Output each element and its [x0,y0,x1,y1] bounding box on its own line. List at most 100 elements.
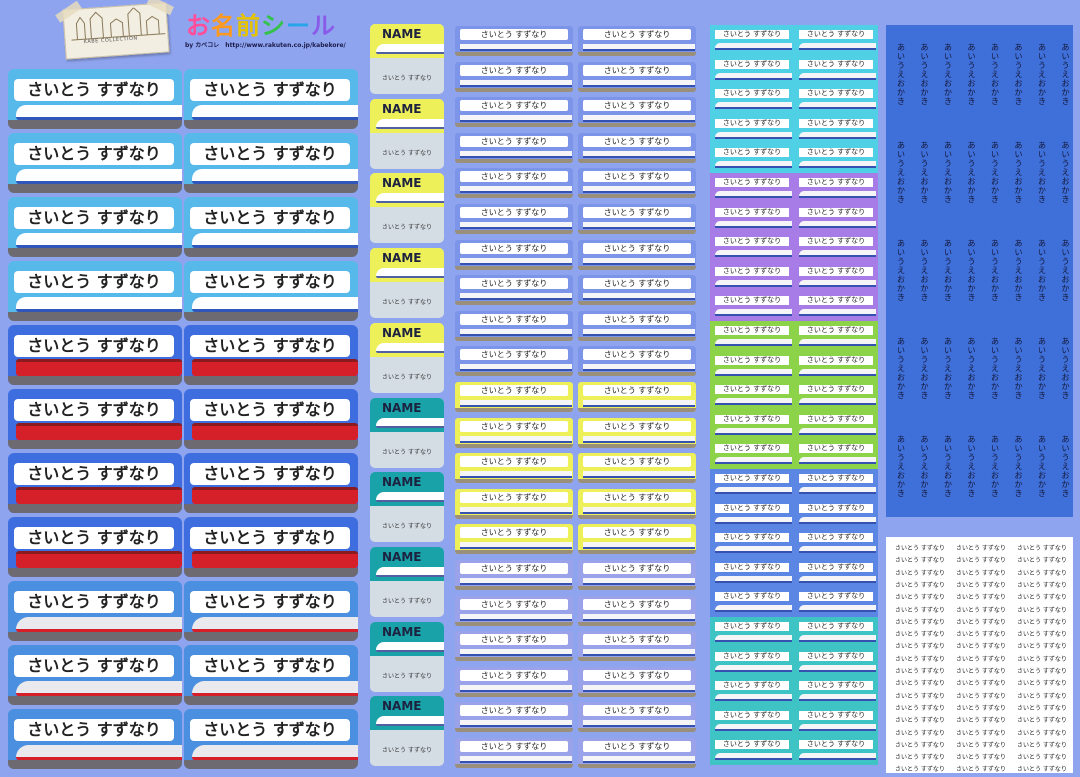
vertical-char: あ [1061,337,1070,346]
name-tag: NAME さいとう すずなり [370,696,444,767]
name-text: さいとう すずなり [715,207,789,217]
train-graphic [16,617,182,632]
small-label: さいとう すずなり [578,132,696,163]
tiny-name: さいとう すずなり [956,569,1006,577]
name-text: さいとう すずなり [715,681,789,691]
vertical-char: う [944,453,952,462]
vertical-char: き [920,391,929,400]
train-graphic [583,364,695,372]
vertical-char: お [991,79,999,88]
train-graphic [583,506,695,514]
name-text: さいとう すずなり [715,474,789,483]
name-text: さいとう すずなり [583,278,691,290]
train-graphic [460,756,572,763]
ground-strip [8,312,182,321]
mini-train-label: さいとう すずなり [712,264,792,290]
mini-train-label: さいとう すずなり [712,501,792,527]
train-graphic [715,72,792,80]
vertical-char: き [897,97,905,106]
small-label: さいとう すずなり [578,417,696,448]
vertical-char: い [1061,52,1070,61]
name-text: さいとう すずなり [799,326,873,335]
tiny-name: さいとう すずなり [895,594,945,602]
vertical-char: あ [944,141,952,150]
vertical-name: あいうえおかき [1014,435,1024,498]
name-text: さいとう すずなり [190,591,350,613]
name-text: さいとう すずなり [799,59,873,69]
train-graphic [715,546,792,554]
ground-strip [455,301,573,306]
vertical-char: き [1061,97,1070,106]
mini-train-label: さいとう すずなり [712,86,792,112]
train-graphic [583,649,695,657]
train-graphic [799,427,876,435]
vertical-char: い [1038,248,1046,257]
vertical-char: お [1061,373,1070,382]
name-text: さいとう すずなり [799,444,873,454]
tag-name: さいとう すずなり [382,299,432,307]
vertical-name: あいうえおかき [943,141,953,204]
train-graphic [715,220,792,228]
vertical-char: あ [897,141,905,150]
name-text: さいとう すずなり [460,29,568,40]
ground-strip [455,621,573,626]
vertical-char: お [897,275,905,284]
train-graphic [799,161,876,169]
small-label: さいとう すずなり [455,310,573,341]
vertical-char: う [1038,159,1046,168]
name-tag: NAME さいとう すずなり [370,546,444,617]
vertical-char: か [944,382,952,391]
tag-title: NAME [382,624,422,639]
vertical-char: あ [967,43,976,52]
vertical-char: う [897,355,905,364]
small-label: さいとう すずなり [578,524,696,555]
vertical-char: う [1061,61,1070,70]
vertical-char: あ [991,239,999,248]
vertical-char: あ [1038,141,1046,150]
vertical-char: か [944,480,952,489]
vertical-char: お [944,275,952,284]
name-text: さいとう すずなり [799,681,873,691]
vertical-char: え [944,462,952,471]
vertical-char: あ [1061,239,1070,248]
vertical-char: き [1014,293,1023,302]
train-graphic [583,293,695,301]
vertical-char: い [967,150,976,159]
train-graphic [192,297,358,312]
vertical-char: か [1061,480,1070,489]
vertical-char: い [944,248,952,257]
vertical-char: い [967,248,976,257]
tag-title: NAME [382,176,422,191]
ground-strip [578,301,696,306]
vertical-char: え [1038,266,1046,275]
vertical-char: き [1038,293,1046,302]
train-graphic [715,723,792,731]
vertical-char: う [967,61,976,70]
small-label: さいとう すずなり [578,168,696,199]
train-graphic [16,423,182,440]
tiny-name: さいとう すずなり [956,631,1006,639]
vertical-name: あいうえおかき [967,43,977,106]
train-graphic [799,487,876,494]
vertical-char: え [920,168,929,177]
vertical-char: え [897,462,905,471]
ground-strip [455,194,573,199]
vertical-char: う [1038,453,1046,462]
name-text: さいとう すずなり [583,420,691,432]
train-graphic [799,102,876,110]
train-graphic [715,161,792,169]
label-card: さいとう すずなり [8,69,182,129]
vertical-char: き [967,293,976,302]
ground-strip [455,586,573,590]
vertical-name: あいうえおかき [967,239,977,302]
tiny-name: さいとう すずなり [895,766,945,774]
vertical-char: か [944,88,952,97]
vertical-char: き [1061,293,1070,302]
train-graphic [460,435,572,443]
ground-strip [8,376,182,385]
mini-train-label: さいとう すずなり [796,293,876,319]
vertical-char: う [991,453,999,462]
tiny-name: さいとう すずなり [1017,557,1067,565]
small-label: さいとう すずなり [455,382,573,412]
ground-strip [184,440,358,449]
